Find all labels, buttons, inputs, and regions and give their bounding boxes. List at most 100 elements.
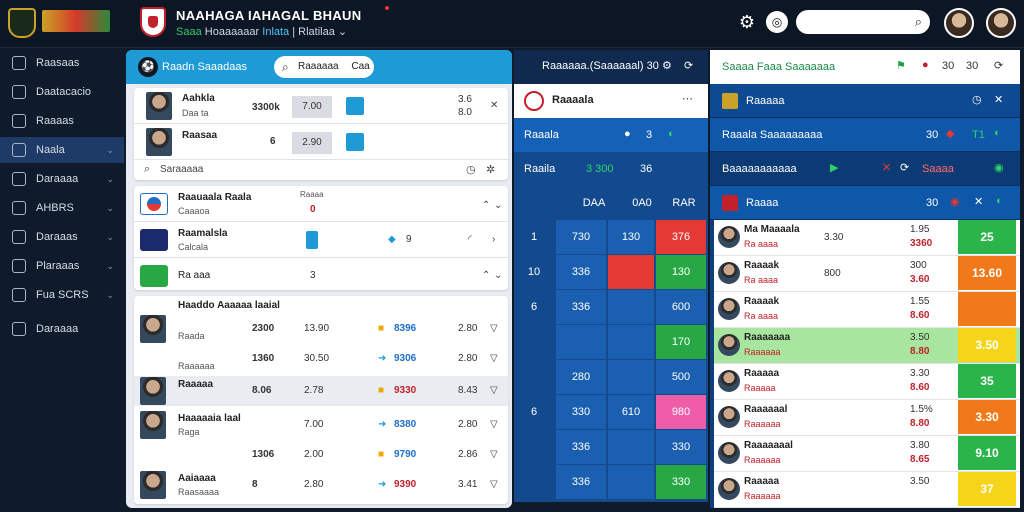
close-icon[interactable]: ✕ xyxy=(882,162,892,174)
table-row[interactable]: 280 500 xyxy=(514,360,708,395)
search-input[interactable]: ⌕ xyxy=(796,10,930,34)
list-item[interactable]: Raamalsla Calcala ◆ 9 ◜ › xyxy=(134,222,508,258)
player-stat: 1.55 xyxy=(910,296,930,307)
table-row[interactable]: Raaaaaa 1360 30.50 ➜ 9306 2.80 ▽ xyxy=(134,344,508,374)
search-row[interactable]: ⌕ Saraaaaa ◷ ✲ xyxy=(134,160,508,180)
flag-icon: ▶ xyxy=(830,162,839,174)
right-row[interactable]: Baaaaaaaaaaa ▶ ✕ ⟳ Saaaa ◉ xyxy=(710,152,1020,186)
list-item[interactable]: Raauaala Raala Caaaoa Raaaa 0 ⌃ ⌄ xyxy=(134,186,508,222)
more-icon[interactable]: ⋯ xyxy=(682,93,693,105)
right-row[interactable]: Raaaa 30 ◉ ✕ ◐ xyxy=(710,186,1020,220)
close-icon[interactable]: ✕ xyxy=(490,100,499,111)
chevron-up-icon[interactable]: ⌃ xyxy=(482,200,491,211)
list-item[interactable]: Raaaak Ra aaaa 800 300 3.60 13.60 xyxy=(714,256,1020,292)
sidebar-item-daraaaa[interactable]: Daraaaa xyxy=(0,316,124,342)
sidebar-item-raasaas[interactable]: Raasaas xyxy=(0,50,124,76)
table-cell: 280 xyxy=(556,360,606,394)
player-sub: Ra aaaa xyxy=(744,311,779,321)
list-item[interactable]: Ra aaa 3 ⌃ ⌄ xyxy=(134,258,508,294)
table-row[interactable]: Aaiaaaa Raasaaaa 8 2.80 ➜ 9390 3.41 ▽ xyxy=(134,470,508,500)
avatar[interactable] xyxy=(986,8,1016,38)
list-item[interactable]: Ma Maaaala Ra aaaa 3.30 1.95 3360 25 xyxy=(714,220,1020,256)
table-row[interactable]: 6 336 600 xyxy=(514,290,708,325)
list-item[interactable]: Raaaaa Raaaaa 3.30 8.60 35 xyxy=(714,364,1020,400)
sidebar-item-naala[interactable]: Naala ⌄ xyxy=(0,137,124,163)
filter-pill-tag: Caa xyxy=(351,61,370,72)
player-mid: 3.30 xyxy=(824,232,844,243)
sidebar-item-daraaas[interactable]: Daraaas ⌄ xyxy=(0,224,124,250)
list-item[interactable]: Raasaa 6 2.90 xyxy=(134,124,508,160)
app-logo[interactable] xyxy=(8,8,36,38)
table-row[interactable]: 1306 2.00 ■ 9790 2.86 ▽ xyxy=(134,440,508,470)
right-row[interactable]: Raaala Saaaaaaaaa 30 ◆ T1 ◐ xyxy=(710,118,1020,152)
sidebar-item-daraaaa[interactable]: Daraaaa ⌄ xyxy=(0,166,124,192)
refresh-icon[interactable]: ⟳ xyxy=(994,60,1004,72)
center-row[interactable]: Raaala ● 3 ◐ xyxy=(514,118,708,152)
table-row[interactable]: 1 730 130 376 xyxy=(514,220,708,255)
gear-icon[interactable]: ⚙ xyxy=(738,12,756,32)
search-icon: ⌕ xyxy=(144,163,151,175)
right-row[interactable]: Raaaaa ◷ ✕ xyxy=(710,84,1020,118)
gear-icon[interactable]: ⚙ xyxy=(662,60,672,72)
sidebar-item-daatacacio[interactable]: Daatacacio xyxy=(0,79,124,105)
filter-pill[interactable]: Raaaaaa Caa xyxy=(274,56,374,78)
refresh-icon[interactable]: ⟳ xyxy=(684,60,694,72)
value-extra: 3.41 xyxy=(458,479,478,490)
toggle-icon[interactable]: ◐ xyxy=(668,128,675,140)
clock-icon[interactable]: ◷ xyxy=(466,164,476,176)
clock-icon[interactable]: ◷ xyxy=(972,94,982,106)
play-icon[interactable]: ● xyxy=(624,128,631,140)
toggle-icon[interactable]: ◐ xyxy=(996,195,1003,207)
chevron-down-icon[interactable]: ▽ xyxy=(490,479,498,490)
team-badge xyxy=(722,195,738,211)
player-stat: 1.95 xyxy=(910,224,930,235)
list-item[interactable]: Raaaaaal Raaaaaa 1.5% 8.80 3.30 xyxy=(714,400,1020,436)
toggle-button[interactable] xyxy=(306,231,318,249)
list-item[interactable]: Raaaak Ra aaaa 1.55 8.60 xyxy=(714,292,1020,328)
table-row[interactable]: 10 336 130 xyxy=(514,255,708,290)
sidebar-item-fua-scrs[interactable]: Fua SCRS ⌄ xyxy=(0,282,124,308)
table-row[interactable]: Raaaaa 8.06 2.78 ■ 9330 8.43 ▽ xyxy=(134,376,508,406)
list-item[interactable]: Raaaaa Raaaaaa 3.50 37 xyxy=(714,472,1020,508)
close-icon[interactable]: ✕ xyxy=(974,196,984,208)
chevron-down-icon[interactable]: ⌄ xyxy=(494,200,503,211)
chevron-down-icon[interactable]: ▽ xyxy=(490,449,498,460)
sidebar-item-ahbrs[interactable]: AHBRS ⌄ xyxy=(0,195,124,221)
avatar[interactable] xyxy=(944,8,974,38)
chevron-down-icon[interactable]: ▽ xyxy=(490,353,498,364)
table-cell: 330 xyxy=(556,395,606,429)
sidebar-item-raaaas[interactable]: Raaaas xyxy=(0,108,124,134)
chevron-up-icon[interactable]: ⌃ xyxy=(482,270,491,281)
close-icon[interactable]: ✕ xyxy=(994,94,1004,106)
chevron-down-icon[interactable]: ▽ xyxy=(490,385,498,396)
whatsapp-icon[interactable]: ◉ xyxy=(994,162,1004,174)
table-row[interactable]: 336 330 xyxy=(514,430,708,465)
sidebar-item-plaraaas[interactable]: Plaraaas ⌄ xyxy=(0,253,124,279)
toggle-icon[interactable]: ◐ xyxy=(994,127,1001,139)
chevron-down-icon[interactable]: ⌄ xyxy=(494,270,503,281)
chevron-down-icon[interactable]: ▽ xyxy=(490,419,498,430)
page-subtitle[interactable]: Saaa Hoaaaaaar Inlata | Rlatilaa ⌄ xyxy=(176,25,347,38)
center-row[interactable]: Raaila 3 300 36 xyxy=(514,152,708,186)
list-item[interactable]: Raaaaaaa Raaaaaa 3.50 8.80 3.50 xyxy=(714,328,1020,364)
list-item[interactable]: Aahkla Daa ta 3300k 7.00 3.6 8.0 ✕ xyxy=(134,88,508,124)
list-item[interactable]: Raaaaaaal Raaaaaa 3.80 8.65 9.10 xyxy=(714,436,1020,472)
table-row[interactable]: 336 330 xyxy=(514,465,708,500)
refresh-icon[interactable]: ◎ xyxy=(766,11,788,33)
table-row[interactable]: 6 330 610 980 xyxy=(514,395,708,430)
refresh-icon[interactable]: ⟳ xyxy=(900,162,910,174)
table-row[interactable]: Raada 2300 13.90 ■ 8396 2.80 ▽ xyxy=(134,314,508,344)
chevron-down-icon[interactable]: ▽ xyxy=(490,323,498,334)
chevron-right-icon[interactable]: › xyxy=(492,234,496,245)
value-secondary: 2.78 xyxy=(304,385,324,396)
table-cell: 336 xyxy=(556,255,606,289)
table-row[interactable]: 170 xyxy=(514,325,708,360)
player-name: Raaaak xyxy=(744,260,780,271)
table-row[interactable]: Haaaaaia laal Raga 7.00 ➜ 8380 2.80 ▽ xyxy=(134,410,508,440)
value-odds: 9790 xyxy=(394,449,417,460)
table-cell: 980 xyxy=(656,395,706,429)
loading-icon: ◜ xyxy=(468,234,472,245)
settings-icon[interactable]: ✲ xyxy=(486,164,496,176)
toggle-button[interactable] xyxy=(346,97,364,115)
toggle-button[interactable] xyxy=(346,133,364,151)
